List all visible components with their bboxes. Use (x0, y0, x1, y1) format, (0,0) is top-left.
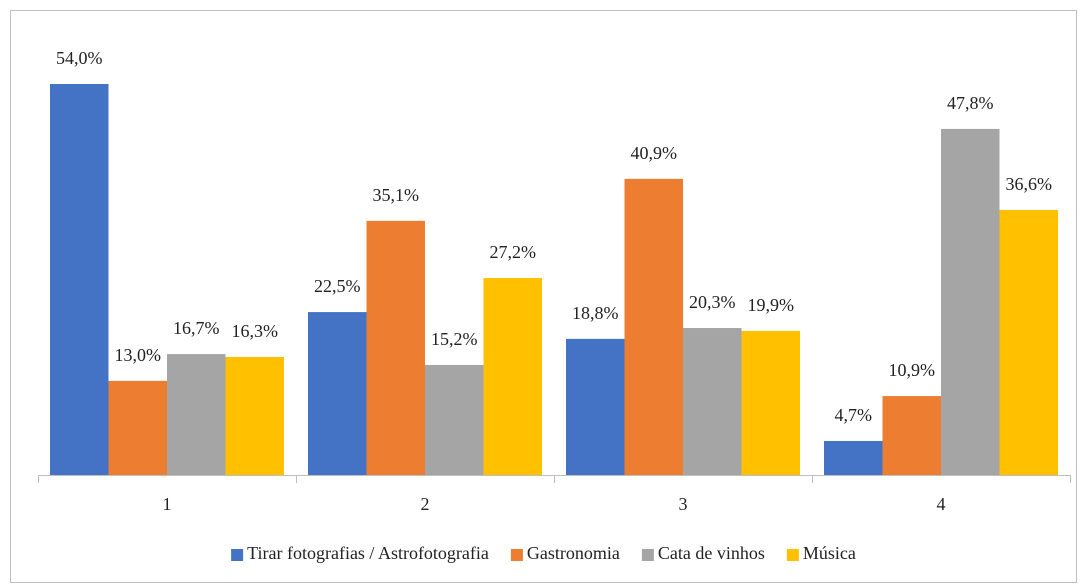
data-label: 18,8% (572, 303, 619, 323)
legend-label: Tirar fotografias / Astrofotografia (247, 543, 489, 563)
data-label: 54,0% (56, 48, 103, 68)
data-label: 13,0% (115, 345, 162, 365)
bar (683, 328, 742, 475)
legend-swatch (510, 549, 523, 561)
data-label: 22,5% (314, 276, 361, 296)
data-label: 40,9% (631, 143, 678, 163)
bar (999, 209, 1058, 475)
data-label: 16,7% (173, 318, 220, 338)
bar (941, 128, 1000, 476)
x-tick-label: 3 (679, 494, 688, 514)
bar (366, 220, 425, 475)
legend-label: Gastronomia (527, 543, 620, 563)
bar (882, 396, 941, 475)
data-label: 19,9% (748, 295, 795, 315)
bar (108, 380, 167, 475)
x-tick-label: 4 (937, 494, 946, 514)
data-label: 10,9% (889, 360, 936, 380)
bar (483, 278, 542, 475)
bar (308, 312, 367, 475)
legend-swatch (641, 549, 654, 561)
data-label: 15,2% (431, 329, 478, 349)
legend-label: Música (803, 543, 856, 563)
bar (425, 364, 484, 475)
data-label: 4,7% (835, 405, 873, 425)
bar (50, 84, 109, 475)
data-label: 35,1% (373, 185, 420, 205)
bar (741, 330, 800, 475)
data-label: 47,8% (947, 93, 994, 113)
x-tick-label: 1 (163, 494, 172, 514)
legend-swatch (231, 549, 244, 561)
data-label: 36,6% (1006, 174, 1053, 194)
legend-swatch (786, 549, 799, 561)
chart-frame (10, 10, 1077, 583)
bar (824, 440, 883, 475)
bar (167, 354, 226, 475)
data-label: 20,3% (689, 292, 736, 312)
x-tick-label: 2 (421, 494, 430, 514)
data-label: 16,3% (232, 321, 279, 341)
bar (624, 178, 683, 475)
legend-label: Cata de vinhos (658, 543, 765, 563)
bar (566, 338, 625, 475)
bar (225, 356, 284, 475)
data-label: 27,2% (490, 242, 537, 262)
